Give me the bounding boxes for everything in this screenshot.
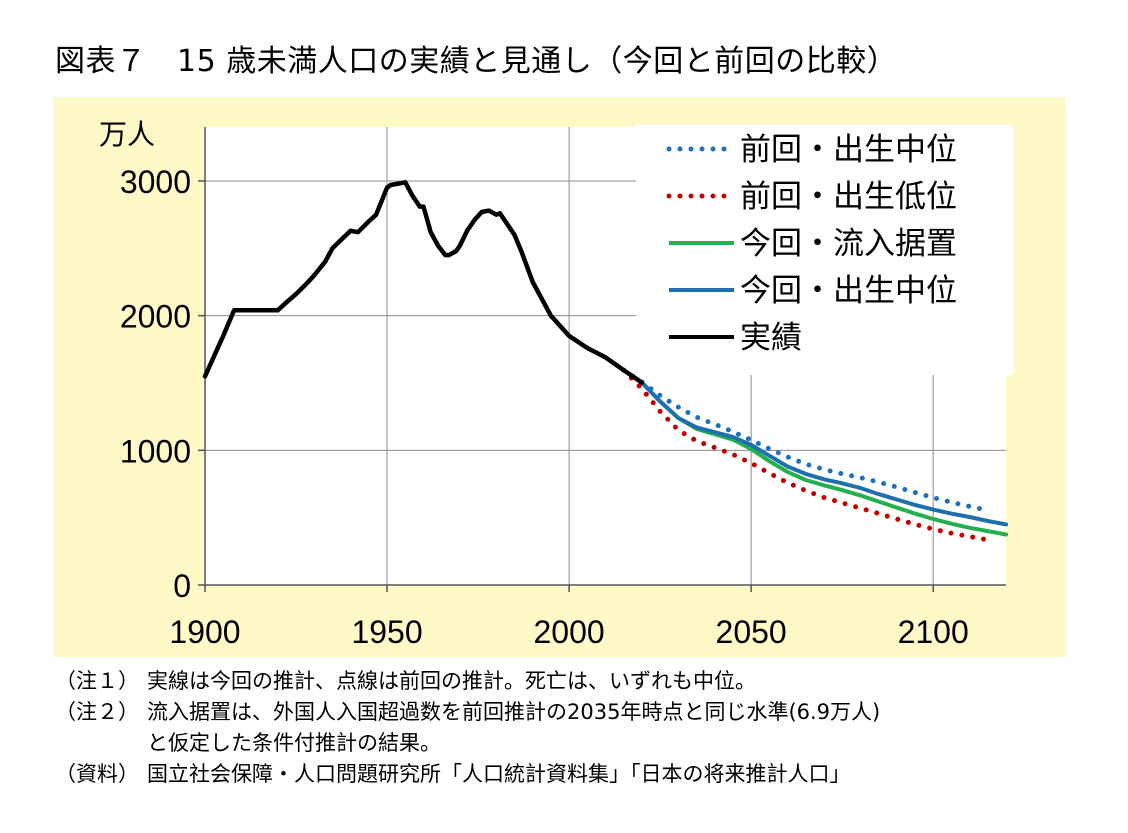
line-chart: 0 1000 2000 3000 1900 1950 2000 2050 2100 前回・出生中… — [99, 118, 1013, 650]
y-axis-unit: 万人 — [99, 118, 155, 151]
y-tick-label: 1000 — [120, 433, 191, 469]
note-label: （注１） — [55, 669, 139, 693]
note-text: 国立社会保障・人口問題研究所「人口統計資料集」「日本の将来推計人口」 — [147, 762, 851, 786]
axes: 0 1000 2000 3000 1900 1950 2000 2050 2100 — [120, 127, 1006, 650]
notes: （注１） 実線は今回の推計、点線は前回の推計。死亡は、いずれも中位。 （注２） 流入据… — [55, 666, 1095, 790]
x-tick-label: 2000 — [533, 614, 604, 650]
note-row: （注１） 実線は今回の推計、点線は前回の推計。死亡は、いずれも中位。 — [55, 666, 1095, 697]
x-tick-label: 1900 — [169, 614, 240, 650]
x-tick-label: 2050 — [716, 614, 787, 650]
legend-label: 実績 — [740, 320, 802, 356]
legend-box — [636, 125, 1013, 375]
chart-area: 0 1000 2000 3000 1900 1950 2000 2050 2100 前回・出生中… — [53, 97, 1066, 657]
legend-label: 前回・出生中位 — [740, 132, 957, 168]
chart-title: 図表７ 15 歳未満人口の実績と見通し（今回と前回の比較） — [55, 44, 898, 79]
x-tick-label: 2100 — [898, 614, 969, 650]
note-row: （資料） 国立社会保障・人口問題研究所「人口統計資料集」「日本の将来推計人口」 — [55, 759, 1095, 790]
y-tick-label: 3000 — [120, 164, 191, 200]
legend-label: 今回・出生中位 — [740, 273, 957, 309]
legend-label: 今回・流入据置 — [740, 226, 957, 262]
y-tick-label: 2000 — [120, 299, 191, 335]
note-row: （注２） 流入据置は、外国人入国超過数を前回推計の2035年時点と同じ水準(6.9… — [55, 697, 1095, 728]
x-tick-label: 1950 — [351, 614, 422, 650]
note-label: （資料） — [55, 762, 139, 786]
series-lines — [202, 180, 1008, 543]
series-line — [639, 380, 1008, 527]
series-line — [202, 180, 645, 385]
note-text: 流入据置は、外国人入国超過数を前回推計の2035年時点と同じ水準(6.9万人) — [147, 700, 881, 724]
note-label: （注２） — [55, 700, 139, 724]
note-continuation: と仮定した条件付推計の結果。 — [147, 731, 441, 755]
note-text: 実線は今回の推計、点線は前回の推計。死亡は、いずれも中位。 — [147, 669, 756, 693]
series-line — [621, 367, 991, 543]
legend-label: 前回・出生低位 — [740, 179, 957, 215]
y-tick-label: 0 — [173, 568, 191, 604]
series-line — [621, 367, 991, 513]
